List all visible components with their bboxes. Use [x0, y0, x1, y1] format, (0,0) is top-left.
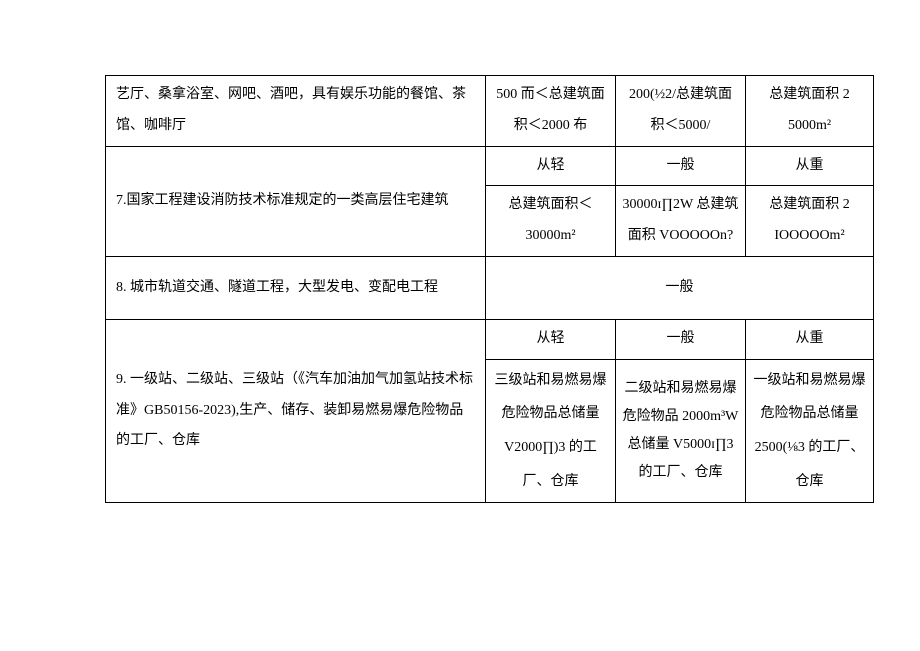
cell-r1-b1: 从轻 [486, 146, 616, 186]
cell-r1-b2: 总建筑面积＜30000m² [486, 186, 616, 257]
cell-r3-b2: 三级站和易燃易爆危险物品总储量 V2000∏)3 的工厂、仓库 [486, 359, 616, 502]
cell-r3-c2: 二级站和易燃易爆危险物品 2000m³W 总储量 V5000ɪ∏3 的工厂、仓库 [616, 359, 746, 502]
cell-r0-b: 500 而＜总建筑面积＜2000 布 [486, 76, 616, 147]
cell-r1-d2: 总建筑面积 2 IOOOOOm² [746, 186, 874, 257]
regulation-table: 艺厅、桑拿浴室、网吧、酒吧，具有娱乐功能的餐馆、茶馆、咖啡厅 500 而＜总建筑… [105, 75, 874, 503]
cell-r3-b1: 从轻 [486, 319, 616, 359]
cell-r1-d1: 从重 [746, 146, 874, 186]
cell-r1-a: 7.国家工程建设消防技术标准规定的一类高层住宅建筑 [106, 146, 486, 256]
cell-r2-b: 一般 [486, 256, 874, 319]
table-row: 9. 一级站、二级站、三级站（《汽车加油加气加氢站技术标准》GB50156-20… [106, 319, 874, 359]
cell-r1-c2: 30000ɪ∏2W 总建筑面积 VOOOOOn? [616, 186, 746, 257]
cell-r3-a: 9. 一级站、二级站、三级站（《汽车加油加气加氢站技术标准》GB50156-20… [106, 319, 486, 502]
cell-r3-c1: 一般 [616, 319, 746, 359]
table-row: 艺厅、桑拿浴室、网吧、酒吧，具有娱乐功能的餐馆、茶馆、咖啡厅 500 而＜总建筑… [106, 76, 874, 147]
cell-r0-d: 总建筑面积 2 5000m² [746, 76, 874, 147]
cell-r1-c1: 一般 [616, 146, 746, 186]
cell-r0-c: 200(½2/总建筑面积＜5000/ [616, 76, 746, 147]
cell-r0-a: 艺厅、桑拿浴室、网吧、酒吧，具有娱乐功能的餐馆、茶馆、咖啡厅 [106, 76, 486, 147]
cell-r2-a: 8. 城市轨道交通、隧道工程，大型发电、变配电工程 [106, 256, 486, 319]
table-row: 7.国家工程建设消防技术标准规定的一类高层住宅建筑 从轻 一般 从重 [106, 146, 874, 186]
cell-r3-d2: 一级站和易燃易爆危险物品总储量 2500(⅛3 的工厂、仓库 [746, 359, 874, 502]
table-row: 8. 城市轨道交通、隧道工程，大型发电、变配电工程 一般 [106, 256, 874, 319]
cell-r3-d1: 从重 [746, 319, 874, 359]
